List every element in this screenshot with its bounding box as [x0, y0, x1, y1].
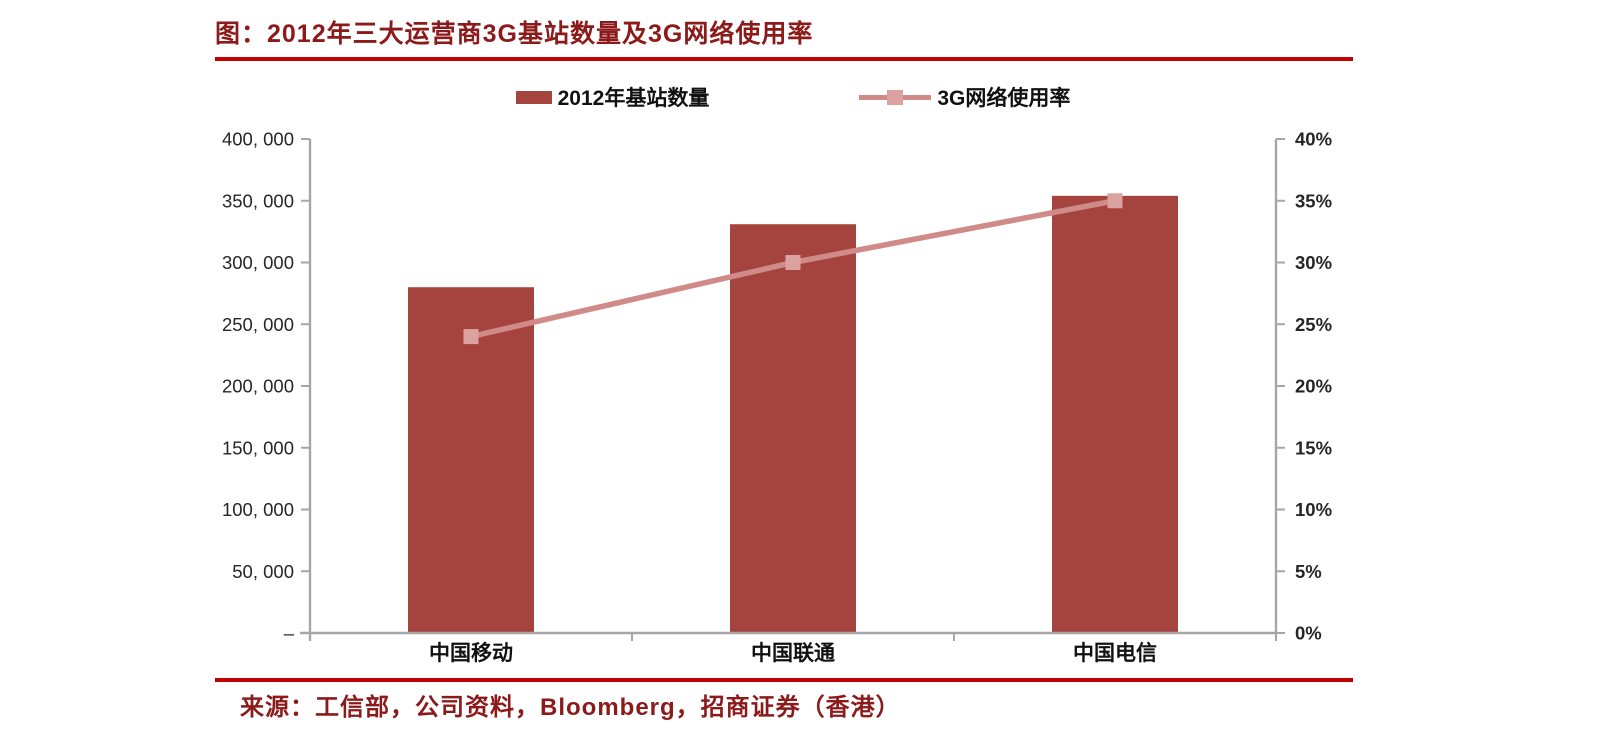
chart-legend: 2012年基站数量 3G网络使用率 [310, 82, 1276, 112]
right-axis-tick-label: 35% [1295, 190, 1332, 211]
legend-item-base-stations: 2012年基站数量 [515, 82, 710, 112]
footer-rule [215, 678, 1353, 682]
usage-rate-marker-2 [1107, 193, 1123, 209]
left-axis-tick-label: 300, 000 [222, 252, 294, 273]
right-axis-tick-label: 25% [1295, 314, 1332, 335]
left-axis-tick-label: 400, 000 [222, 129, 294, 150]
right-axis-tick-label: 5% [1295, 561, 1322, 582]
left-axis-tick-label: 50, 000 [232, 561, 294, 582]
left-axis-tick-label: – [284, 623, 295, 644]
bar-series-swatch-icon [515, 90, 552, 104]
legend-label-usage-rate: 3G网络使用率 [937, 87, 1071, 110]
right-axis-tick-label: 0% [1295, 623, 1322, 644]
left-axis-tick-label: 100, 000 [222, 499, 294, 520]
figure-title: 图：2012年三大运营商3G基站数量及3G网络使用率 [215, 20, 814, 48]
line-series-swatch-icon [859, 89, 932, 105]
bar-1 [730, 224, 856, 633]
source-note: 来源：工信部，公司资料，Bloomberg，招商证券（香港） [240, 694, 901, 721]
right-axis-tick-label: 15% [1295, 437, 1332, 458]
category-label-1: 中国联通 [751, 642, 835, 665]
usage-rate-marker-1 [785, 255, 801, 270]
left-axis-tick-label: 200, 000 [222, 376, 294, 397]
right-axis-tick-label: 10% [1295, 499, 1332, 520]
usage-rate-marker-0 [463, 329, 479, 345]
right-axis-tick-label: 20% [1295, 376, 1332, 397]
title-rule [215, 57, 1353, 61]
bar-2 [1052, 195, 1178, 633]
category-label-2: 中国电信 [1073, 641, 1157, 665]
category-label-0: 中国移动 [429, 641, 513, 665]
line-swatch-marker-icon [887, 89, 904, 105]
left-axis-tick-label: 150, 000 [222, 437, 294, 458]
right-axis-tick-label: 30% [1295, 252, 1332, 273]
left-axis-tick-label: 250, 000 [222, 314, 294, 335]
legend-item-usage-rate: 3G网络使用率 [859, 82, 1070, 112]
right-axis-tick-label: 40% [1295, 129, 1332, 150]
bar-0 [408, 287, 534, 633]
legend-label-base-stations: 2012年基站数量 [557, 87, 710, 110]
left-axis-tick-label: 350, 000 [222, 190, 294, 211]
